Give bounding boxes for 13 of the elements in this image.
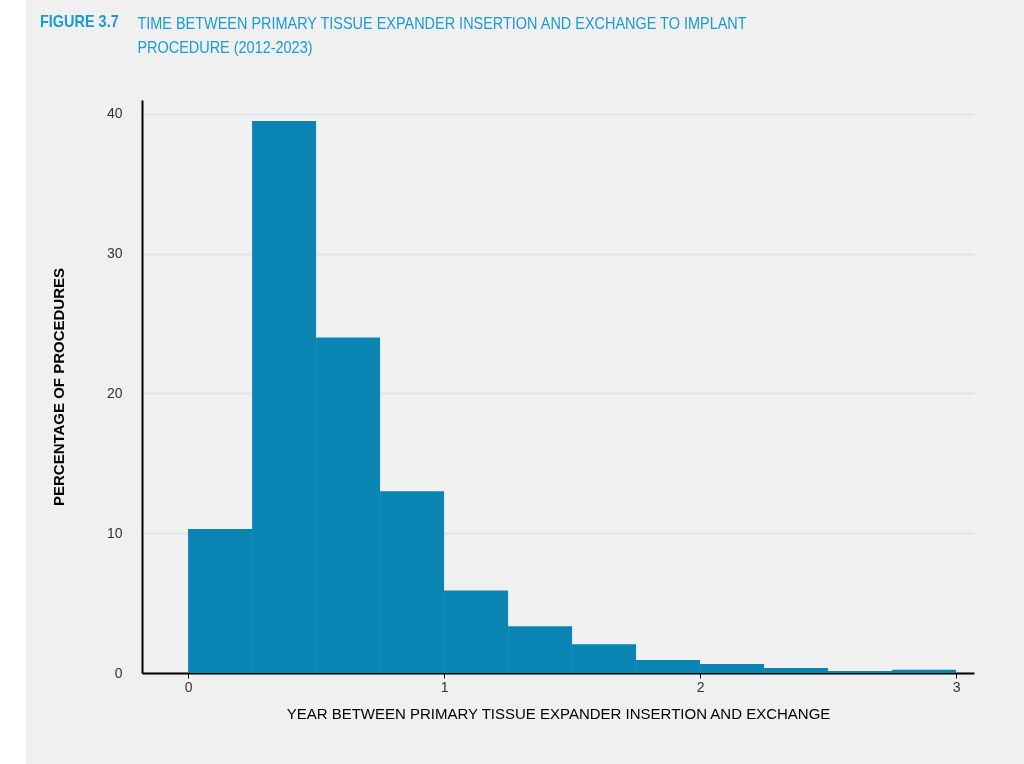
x-tick-label: 3 (952, 678, 961, 695)
y-tick-label: 30 (106, 245, 123, 262)
x-tick-label: 0 (184, 678, 193, 695)
chart-subtitle: TIME BETWEEN PRIMARY TISSUE EXPANDER INSERTION AND EXCHANGE TO IMPLANT PROCEDURE (2012-2023) (137, 13, 748, 59)
y-tick-label: 10 (106, 524, 123, 541)
x-tick-label: 1 (440, 678, 449, 695)
y-tick-label: 40 (106, 105, 123, 122)
x-axis-title: YEAR BETWEEN PRIMARY TISSUE EXPANDER INSERTION AND EXCHANGE (286, 704, 831, 722)
chart-title: FIGURE 3.7 (40, 12, 119, 33)
y-tick-label: 20 (106, 384, 123, 401)
y-axis-title: PERCENTAGE OF PROCEDURES (49, 267, 67, 507)
y-tick-label: 0 (114, 664, 123, 681)
x-tick-label: 2 (696, 678, 705, 695)
